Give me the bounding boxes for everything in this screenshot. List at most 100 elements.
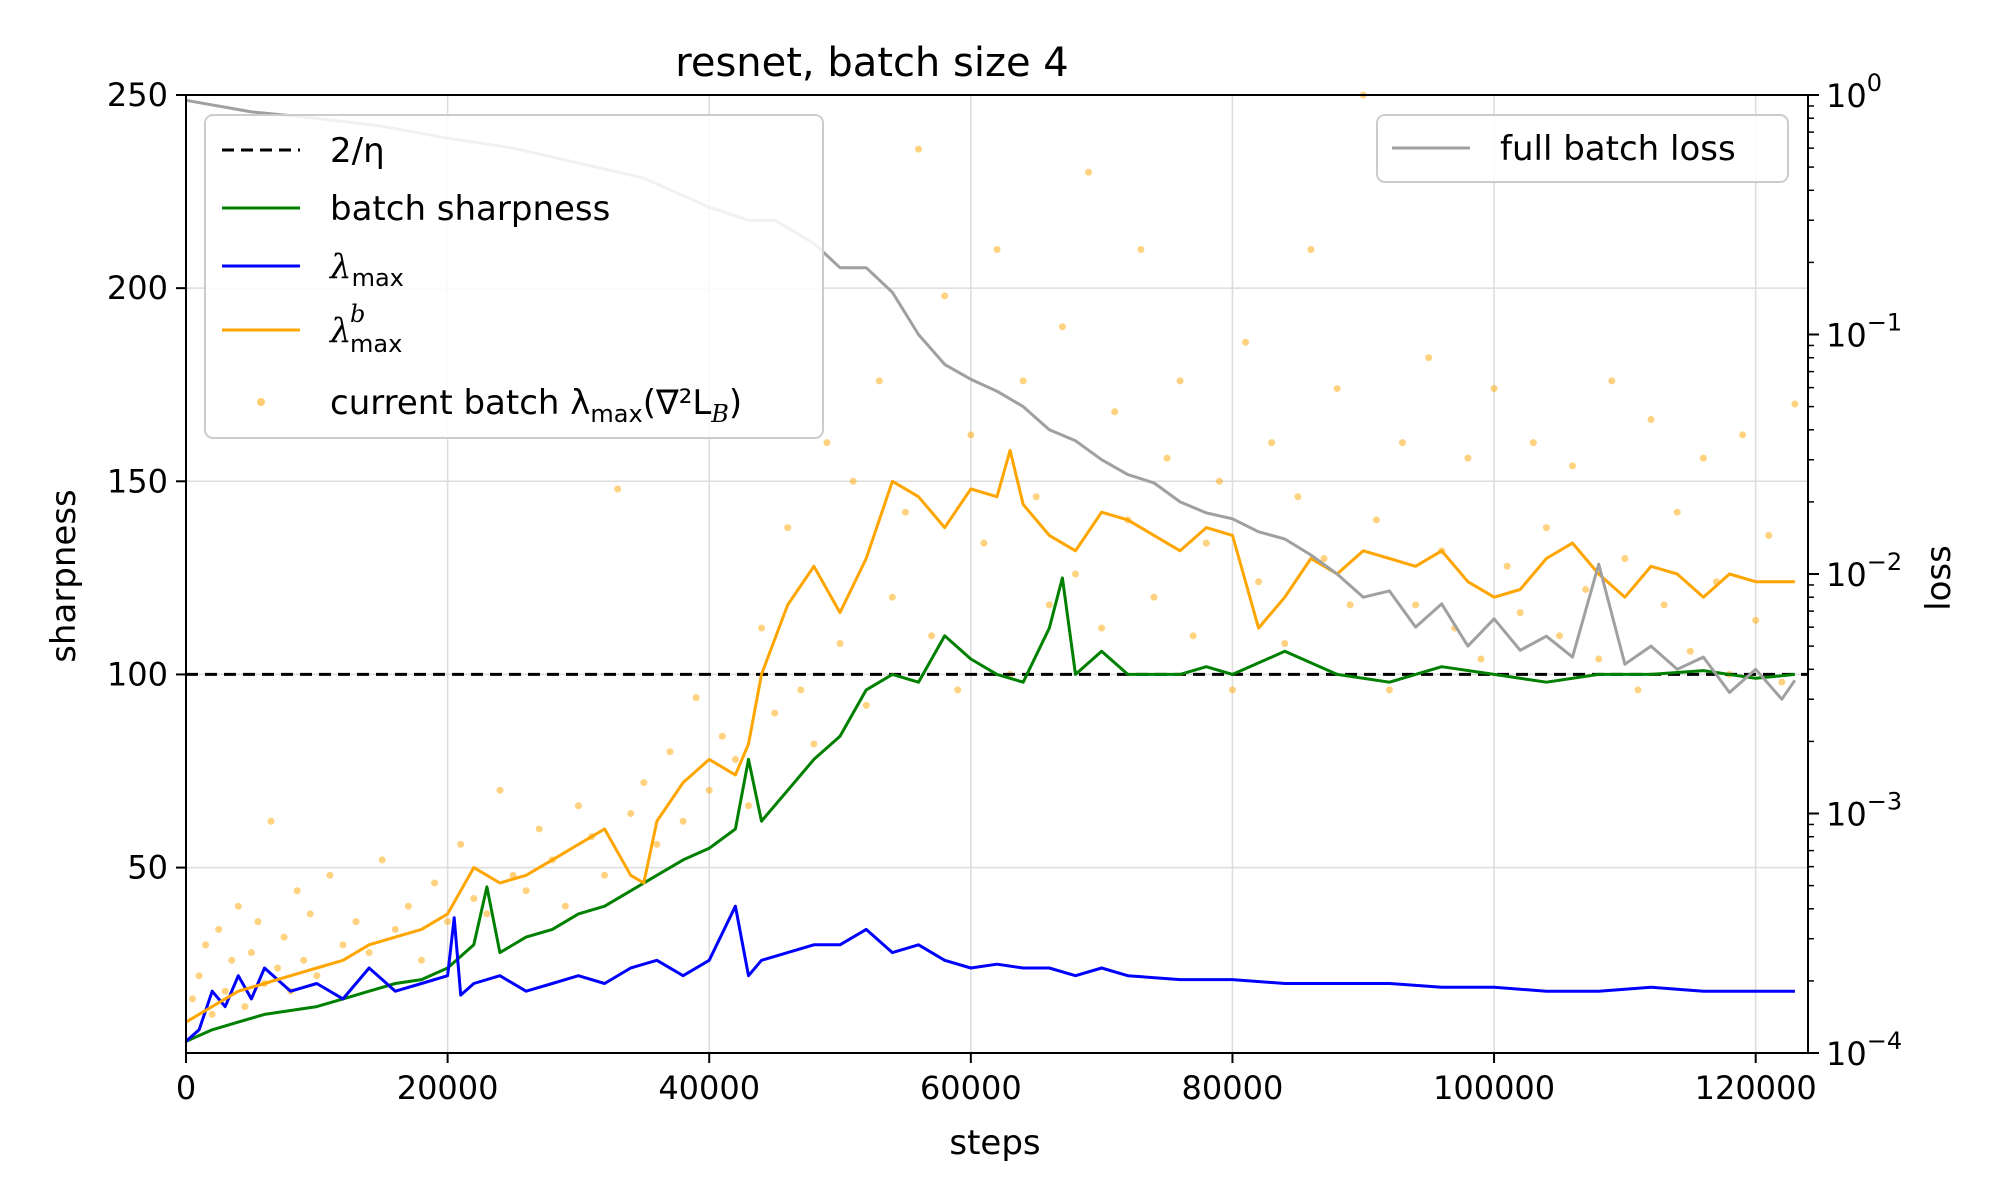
scatter-point — [1268, 439, 1276, 447]
scatter-point — [1032, 493, 1040, 501]
scatter-point — [522, 887, 530, 895]
x-tick-label: 100000 — [1433, 1069, 1555, 1107]
scatter-point — [1333, 385, 1341, 393]
x-tick-label: 0 — [176, 1069, 196, 1107]
scatter-point — [391, 925, 399, 933]
scatter-point — [1660, 601, 1668, 609]
scatter-point — [1490, 385, 1498, 393]
x-tick-label: 80000 — [1182, 1069, 1284, 1107]
scatter-point — [561, 902, 569, 910]
scatter-point — [417, 956, 425, 964]
scatter-point — [300, 956, 308, 964]
scatter-point — [241, 1003, 249, 1011]
scatter-point — [705, 786, 713, 794]
scatter-point — [967, 431, 975, 439]
y-right-tick-label: 10−2 — [1826, 548, 1902, 594]
axes — [176, 94, 1819, 1063]
x-tick-label: 60000 — [920, 1069, 1022, 1107]
scatter-point — [1752, 616, 1760, 624]
scatter-point — [1098, 624, 1106, 632]
scatter-point — [483, 910, 491, 918]
scatter-point — [771, 709, 779, 717]
scatter-point — [1307, 246, 1315, 254]
y-tick-label: 150 — [107, 462, 168, 500]
scatter-point — [352, 918, 360, 926]
scatter-point — [1569, 462, 1577, 470]
scatter-point — [1320, 555, 1328, 563]
scatter-point — [614, 485, 622, 493]
scatter-point — [1215, 477, 1223, 485]
scatter-point — [247, 949, 255, 957]
scatter-point — [1255, 578, 1263, 586]
x-tick-label: 120000 — [1695, 1069, 1817, 1107]
scatter-point — [666, 748, 674, 756]
scatter-point — [928, 632, 936, 640]
scatter-point — [215, 925, 223, 933]
scatter-point — [444, 918, 452, 926]
scatter-point — [1346, 601, 1354, 609]
y-right-tick-label: 10−1 — [1826, 309, 1902, 355]
scatter-point — [1477, 655, 1485, 663]
scatter-point — [280, 933, 288, 941]
scatter-point — [901, 508, 909, 516]
scatter-point — [228, 956, 236, 964]
scatter-point — [574, 802, 582, 810]
scatter-point — [1529, 439, 1537, 447]
scatter-point — [1019, 377, 1027, 385]
scatter-point — [254, 918, 262, 926]
scatter-point — [810, 740, 818, 748]
scatter-point — [1399, 439, 1406, 447]
chart-title: resnet, batch size 4 — [675, 40, 1068, 86]
series-line-batch-sharpness — [185, 576, 1796, 1043]
scatter-point — [1542, 524, 1550, 532]
scatter-point — [718, 732, 726, 740]
scatter-point — [601, 871, 609, 879]
scatter-point — [1045, 601, 1053, 609]
scatter-point — [1163, 454, 1171, 462]
scatter-point — [1202, 539, 1210, 547]
scatter-point — [234, 902, 242, 910]
tick-labels: 0 20000 40000 60000 80000 100000 120000 50 100 15… — [107, 69, 1902, 1107]
scatter-point — [1150, 593, 1158, 601]
scatter-point — [862, 701, 870, 709]
scatter-point — [1281, 640, 1289, 648]
scatter-point — [208, 1010, 216, 1018]
scatter-point — [692, 694, 700, 702]
scatter-point — [1699, 454, 1707, 462]
scatter-point — [653, 840, 661, 848]
scatter-point — [836, 640, 844, 648]
scatter-point — [1385, 686, 1393, 694]
scatter-point — [1176, 377, 1184, 385]
legend-left: 2/η batch sharpness λmax λb max current b… — [204, 114, 824, 439]
scatter-point — [1765, 531, 1773, 539]
scatter-point — [509, 871, 517, 879]
series-line-lambda-max-b — [185, 448, 1795, 1024]
scatter-point — [1791, 400, 1799, 408]
scatter-point — [915, 145, 923, 153]
scatter-point — [1516, 609, 1524, 617]
scatter-point — [1686, 647, 1694, 655]
scatter-point — [744, 802, 752, 810]
scatter-point — [993, 246, 1001, 254]
scatter-point — [1111, 408, 1119, 416]
scatter-point — [1228, 686, 1236, 694]
legend-label-lambda-max-b: λb max — [328, 300, 402, 358]
x-tick-label: 40000 — [658, 1069, 760, 1107]
scatter-point — [1673, 508, 1681, 516]
scatter-point — [1412, 601, 1420, 609]
series-line-lambda-max — [185, 904, 1795, 1043]
scatter-point — [797, 686, 805, 694]
scatter-point — [293, 887, 301, 895]
scatter-point — [496, 786, 504, 794]
scatter-point — [731, 755, 739, 763]
scatter-point — [339, 941, 347, 949]
legend-swatch-scatter — [257, 398, 265, 406]
scatter-point — [1294, 493, 1302, 501]
y-tick-label: 100 — [107, 655, 168, 693]
scatter-point — [875, 377, 883, 385]
scatter-point — [313, 972, 321, 980]
legend-label-full-batch-loss: full batch loss — [1500, 129, 1736, 169]
scatter-point — [1647, 415, 1655, 423]
scatter-point — [1555, 632, 1563, 640]
